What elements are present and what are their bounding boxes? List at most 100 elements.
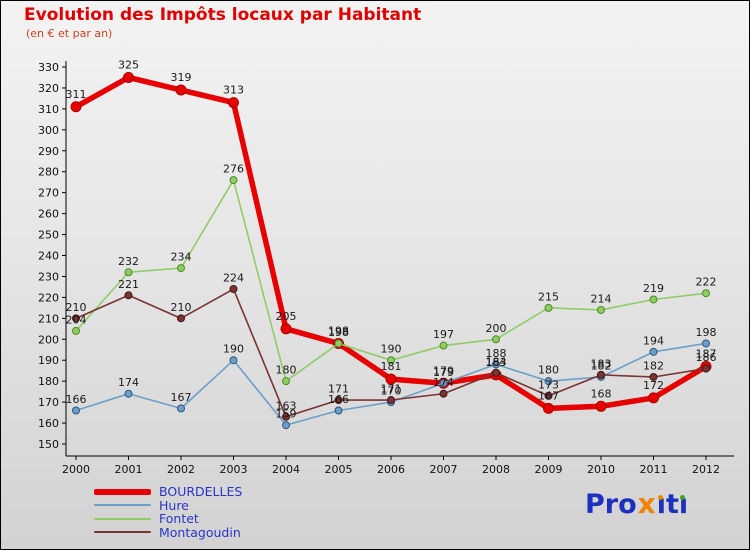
data-point [124,389,133,398]
x-tick-label: 2006 [377,463,405,476]
y-tick-label: 150 [38,438,59,451]
value-label: 174 [433,376,454,389]
value-label: 197 [433,328,454,341]
data-point [280,323,292,335]
value-label: 319 [171,71,192,84]
value-label: 163 [276,399,297,412]
value-label: 188 [486,347,507,360]
data-point [544,377,553,386]
data-point [595,400,607,412]
y-tick-label: 200 [38,333,59,346]
data-point [597,370,605,379]
value-label: 168 [591,387,612,400]
data-point [648,392,659,404]
legend-item: Fontet [94,512,242,526]
x-tick-label: 2005 [325,463,353,476]
y-tick-label: 250 [38,229,59,242]
data-point [439,341,448,350]
value-label: 214 [591,292,612,305]
value-label: 210 [66,301,87,314]
value-label: 190 [223,343,244,356]
data-point [177,404,185,413]
proxiti-logo: Proxı tı [585,487,688,520]
data-point [492,368,500,377]
value-label: 167 [538,389,559,402]
data-point [387,396,395,405]
y-tick-label: 160 [38,417,59,430]
value-label: 166 [328,393,349,406]
data-point [177,314,185,323]
data-point [72,406,80,415]
data-point [334,396,343,405]
data-point [282,421,290,430]
data-point [123,71,134,83]
value-label: 205 [276,310,297,323]
data-point [387,356,395,365]
data-point [175,84,187,96]
data-point [229,285,238,294]
legend-swatch [94,517,151,520]
data-point [229,176,238,185]
data-point [492,335,500,344]
value-label: 224 [223,272,244,285]
value-label: 234 [171,251,192,264]
value-label: 172 [643,379,664,392]
value-label: 187 [696,348,717,361]
value-label: 184 [486,355,507,368]
value-label: 232 [118,255,139,268]
data-point [492,360,500,369]
x-tick-label: 2010 [587,463,615,476]
value-label: 198 [696,326,717,339]
legend-swatch [94,488,151,495]
data-point [544,391,553,400]
data-point [334,406,343,415]
data-point [72,326,80,335]
data-point [282,377,290,386]
data-point [177,264,185,273]
value-label: 219 [643,282,664,295]
value-label: 182 [591,359,612,372]
y-tick-label: 290 [38,145,59,158]
value-label: 171 [381,383,402,396]
y-tick-label: 180 [38,375,59,388]
y-tick-label: 260 [38,208,59,221]
value-label: 183 [486,356,507,369]
value-label: 215 [538,290,559,303]
data-point [334,339,343,348]
value-label: 171 [328,383,349,396]
legend-label: BOURDELLES [159,484,243,500]
data-point [702,289,710,298]
value-label: 313 [223,84,244,97]
legend-item: Montagoudin [94,526,242,540]
y-tick-label: 300 [38,124,59,137]
y-tick-label: 240 [38,250,59,263]
y-tick-label: 210 [38,312,59,325]
x-tick-label: 2002 [167,463,195,476]
data-point [649,372,658,381]
value-label: 276 [223,163,244,176]
y-tick-label: 280 [38,166,59,179]
data-point [543,402,554,414]
value-label: 186 [696,351,717,364]
logo-i-dot [657,495,663,500]
value-label: 198 [328,324,349,337]
x-tick-label: 2003 [220,463,248,476]
value-label: 179 [433,366,454,379]
value-label: 204 [66,313,87,326]
value-label: 221 [118,278,139,291]
data-point [229,356,238,365]
legend-swatch [94,504,151,507]
value-label: 183 [591,357,612,370]
y-tick-label: 220 [38,291,59,304]
value-label: 166 [66,393,87,406]
y-tick-label: 320 [38,82,59,95]
value-label: 325 [118,58,139,71]
value-label: 222 [696,276,717,289]
data-point [72,314,80,323]
data-point [385,373,397,385]
y-tick-label: 190 [38,354,59,367]
legend-label: Hure [159,497,189,513]
value-label: 179 [433,364,454,377]
x-tick-label: 2008 [482,463,510,476]
